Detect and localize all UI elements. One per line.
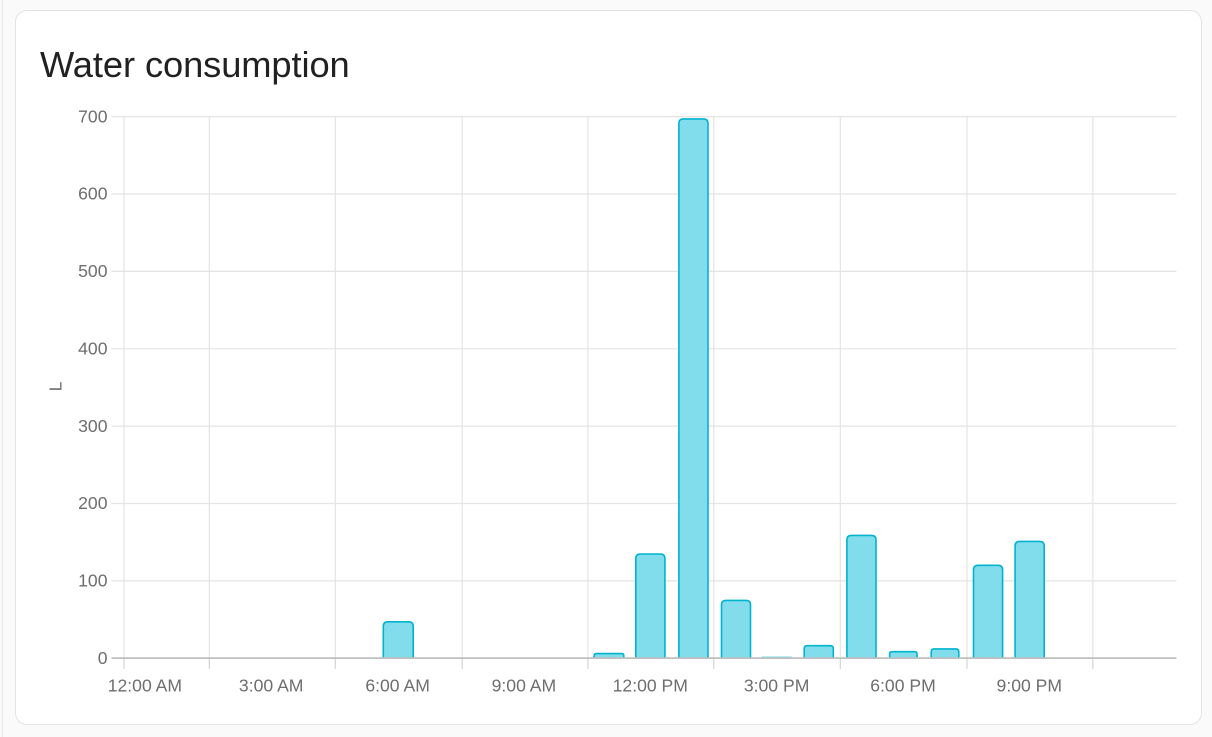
svg-text:300: 300 <box>78 416 108 436</box>
svg-text:3:00 PM: 3:00 PM <box>744 676 810 696</box>
svg-text:500: 500 <box>78 261 108 281</box>
svg-text:6:00 PM: 6:00 PM <box>870 676 936 696</box>
svg-text:0: 0 <box>98 648 108 668</box>
svg-text:400: 400 <box>78 339 108 359</box>
svg-text:9:00 PM: 9:00 PM <box>997 676 1063 696</box>
svg-text:100: 100 <box>78 571 108 591</box>
svg-text:9:00 AM: 9:00 AM <box>492 676 557 696</box>
svg-text:6:00 AM: 6:00 AM <box>365 676 430 696</box>
svg-text:3:00 AM: 3:00 AM <box>239 676 304 696</box>
svg-text:700: 700 <box>78 106 108 126</box>
svg-text:600: 600 <box>78 184 108 204</box>
svg-text:12:00 PM: 12:00 PM <box>613 676 688 696</box>
svg-text:200: 200 <box>78 493 108 513</box>
svg-text:12:00 AM: 12:00 AM <box>108 676 182 696</box>
svg-text:L: L <box>46 381 66 391</box>
